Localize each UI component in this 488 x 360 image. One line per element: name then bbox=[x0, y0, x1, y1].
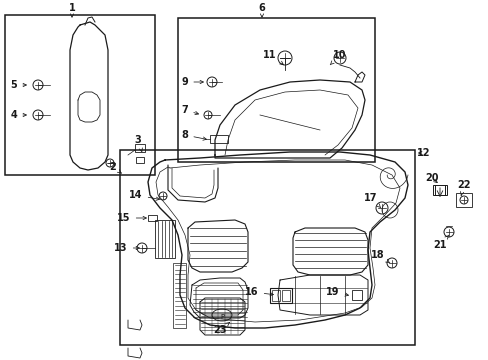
Bar bbox=[271, 290, 280, 301]
Text: 17: 17 bbox=[364, 193, 380, 208]
Bar bbox=[269, 288, 291, 303]
Bar bbox=[136, 157, 143, 163]
Text: 10: 10 bbox=[329, 50, 346, 65]
Bar bbox=[120, 150, 414, 345]
Bar bbox=[351, 290, 361, 300]
Text: 6: 6 bbox=[258, 3, 265, 17]
Text: 23: 23 bbox=[213, 322, 229, 335]
Text: 15: 15 bbox=[117, 213, 146, 223]
Text: 4: 4 bbox=[11, 110, 26, 120]
Text: 18: 18 bbox=[370, 250, 389, 263]
Bar bbox=[135, 144, 145, 152]
Text: 21: 21 bbox=[432, 235, 448, 250]
Bar bbox=[147, 215, 156, 221]
Text: 22: 22 bbox=[456, 180, 470, 195]
Bar bbox=[209, 135, 227, 143]
Text: 13: 13 bbox=[114, 243, 139, 253]
Bar bbox=[455, 193, 471, 207]
Text: 14: 14 bbox=[129, 190, 159, 201]
Text: 3: 3 bbox=[134, 135, 142, 152]
Text: 5: 5 bbox=[11, 80, 26, 90]
Text: 16: 16 bbox=[245, 287, 273, 297]
Text: 8: 8 bbox=[181, 130, 206, 140]
Bar bbox=[173, 263, 185, 328]
Bar bbox=[432, 185, 446, 195]
Text: 12: 12 bbox=[416, 148, 430, 158]
Text: P: P bbox=[220, 314, 224, 320]
Text: 19: 19 bbox=[325, 287, 348, 297]
Text: 1: 1 bbox=[68, 3, 75, 17]
Text: 11: 11 bbox=[263, 50, 283, 64]
Bar bbox=[178, 18, 374, 162]
Text: 20: 20 bbox=[425, 173, 438, 183]
Bar bbox=[5, 15, 155, 175]
Text: 2: 2 bbox=[109, 162, 121, 173]
Text: 7: 7 bbox=[181, 105, 198, 115]
Bar bbox=[155, 220, 175, 258]
Bar bbox=[282, 290, 289, 301]
Text: 9: 9 bbox=[181, 77, 203, 87]
